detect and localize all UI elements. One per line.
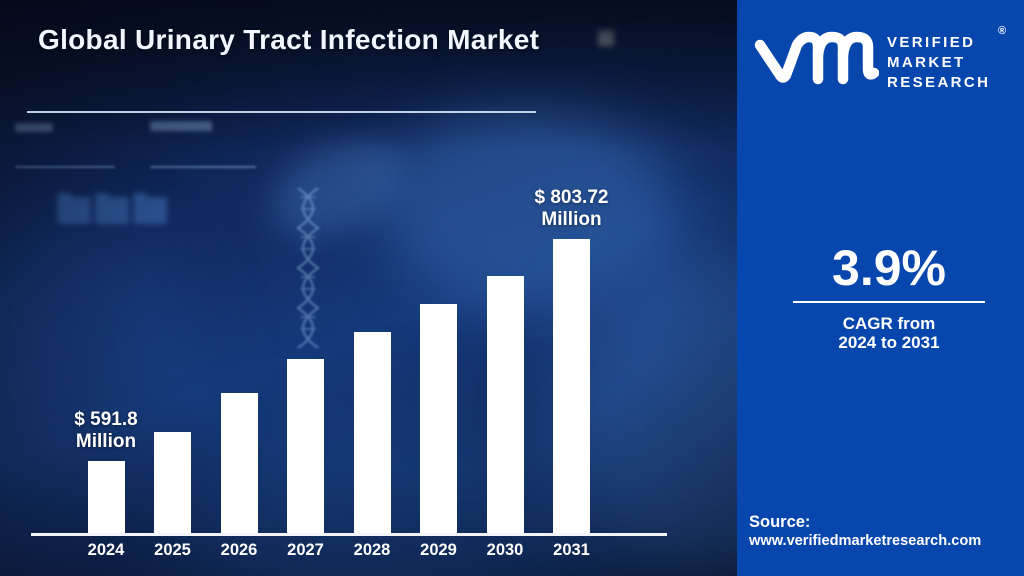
bar-2030 [486,276,524,533]
bar-chart: 2024 2025 2026 2027 2028 2029 2030 2031 $ 591.8 M… [31,187,667,559]
bar-2029 [420,304,457,533]
vmr-logo-icon [754,31,879,85]
cagr-block: 3.9% CAGR from 2024 to 2031 [737,243,1024,352]
source-block: Source: www.verifiedmarketresearch.com [749,513,981,550]
bar-value-label-2031: $ 803.72 Million [534,187,609,230]
source-url[interactable]: www.verifiedmarketresearch.com [749,533,982,549]
title-underline [27,111,536,113]
bar-2031 [553,239,590,533]
bar-2025 [154,432,191,533]
bar-2027 [287,359,324,533]
bar-value-label-2024: $ 591.8 Million [74,409,138,452]
x-axis-label-2030: 2030 [486,541,524,559]
cagr-caption-line1: CAGR from [842,314,936,333]
cagr-divider [793,301,985,303]
bar-2024 [87,461,125,533]
brand-line-research: RESEARCH [887,74,991,91]
page-title: Global Urinary Tract Infection Market [38,24,540,55]
brand-sidebar: VERIFIED MARKET RESEARCH ® 3.9% CAGR fro… [737,0,1024,576]
source-label: Source: [749,513,811,531]
x-axis-label-2027: 2027 [287,541,324,559]
x-axis-label-2031: 2031 [553,541,590,559]
x-axis-label-2025: 2025 [154,541,191,559]
chart-panel: Global Urinary Tract Infection Market 20… [0,0,737,576]
bar-2028 [353,332,391,533]
x-axis-label-2028: 2028 [353,541,391,559]
bar-2026 [220,393,258,533]
brand-line-verified: VERIFIED [887,34,976,51]
brand-line-market: MARKET [887,54,966,71]
x-axis-label-2026: 2026 [220,541,258,559]
registered-trademark-symbol: ® [998,25,1007,37]
x-axis-label-2029: 2029 [420,541,457,559]
cagr-value: 3.9% [832,240,946,296]
cagr-caption-line2: 2024 to 2031 [838,332,940,352]
x-axis-line [31,533,667,536]
brand-wordmark: VERIFIED MARKET RESEARCH [887,33,990,93]
x-axis-label-2024: 2024 [87,541,125,559]
